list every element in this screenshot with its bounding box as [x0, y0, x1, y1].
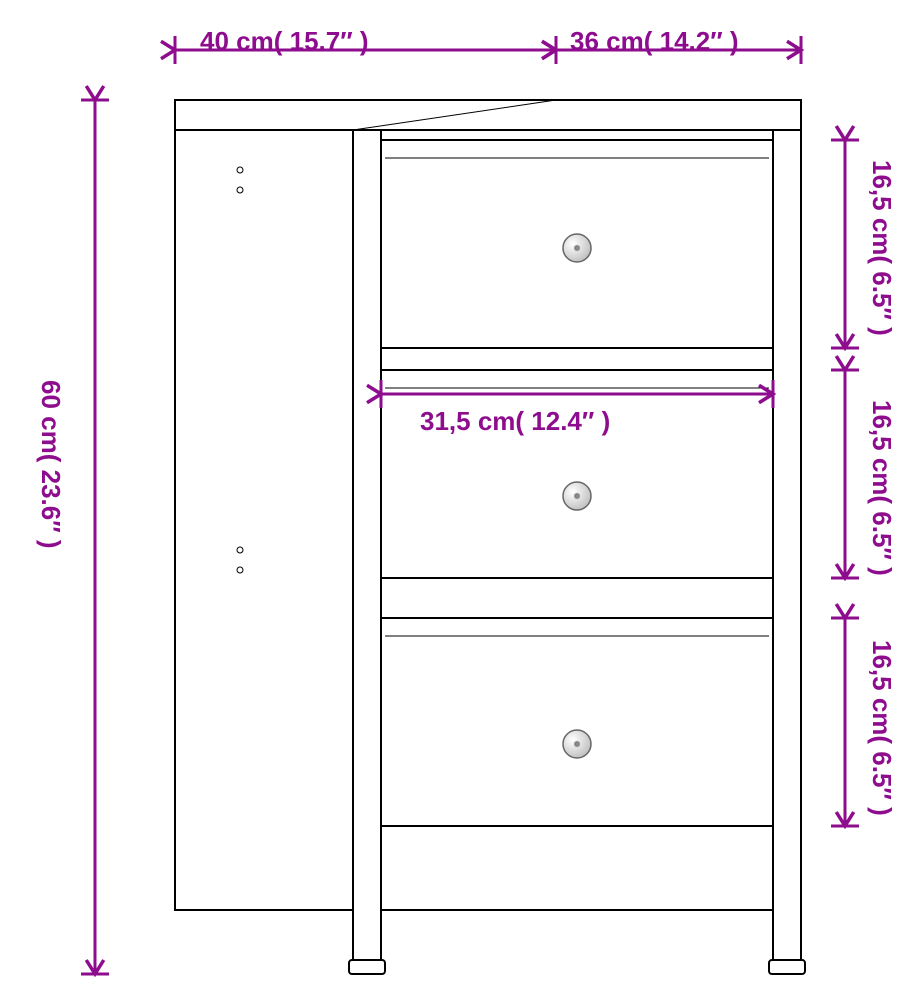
dim-label-drawer-h-2: 16,5 cm( 6.5″ ): [866, 400, 897, 576]
dim-label-drawer-h-1: 16,5 cm( 6.5″ ): [866, 160, 897, 336]
furniture-outline: [175, 100, 805, 974]
dim-label-top-depth: 36 cm( 14.2″ ): [570, 26, 739, 57]
dim-label-drawer-h-3: 16,5 cm( 6.5″ ): [866, 640, 897, 816]
dim-label-height: 60 cm( 23.6″ ): [35, 380, 66, 549]
dimensioned-cabinet-diagram: [0, 0, 921, 1003]
dim-label-drawer-width: 31,5 cm( 12.4″ ): [420, 406, 610, 437]
dim-label-top-width: 40 cm( 15.7″ ): [200, 26, 369, 57]
